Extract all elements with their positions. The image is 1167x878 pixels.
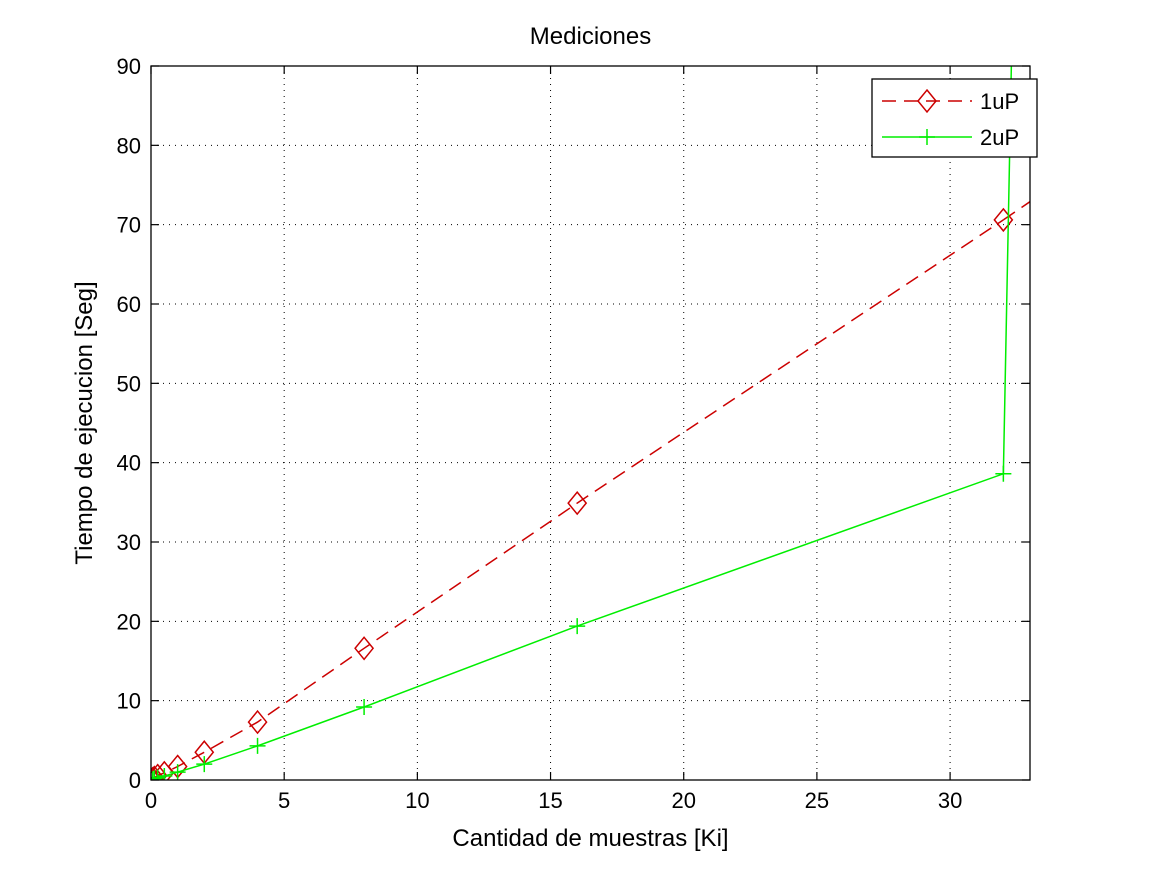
plot-background [151, 66, 1030, 780]
x-tick-label: 20 [671, 788, 695, 813]
y-tick-label: 10 [117, 689, 141, 714]
legend-label-1uP: 1uP [980, 89, 1019, 114]
x-tick-label: 30 [938, 788, 962, 813]
grid [151, 66, 1030, 780]
y-tick-label: 70 [117, 213, 141, 238]
legend-marker-2uP [919, 129, 935, 145]
data-point-2uP [569, 618, 586, 635]
data-point-2uP [151, 769, 166, 780]
x-axis-label: Cantidad de muestras [Ki] [452, 825, 728, 852]
x-tick-label: 0 [145, 788, 157, 813]
data-point-1uP [993, 207, 1014, 233]
x-tick-label: 10 [405, 788, 429, 813]
data-point-2uP [995, 465, 1012, 482]
y-tick-label: 30 [117, 530, 141, 555]
plot-frame [150, 65, 1031, 781]
data-point-2uP [156, 768, 173, 780]
data-point-1uP [247, 709, 268, 735]
legend-marker-1uP [917, 88, 937, 114]
data-point-1uP [151, 765, 165, 780]
data-point-2uP [151, 770, 163, 780]
data-point-1uP [567, 490, 588, 516]
y-tick-label: 90 [117, 54, 141, 79]
legend-box [871, 78, 1038, 158]
y-tick-label: 50 [117, 371, 141, 396]
series-line-1uP [152, 219, 1004, 780]
y-tick-label: 20 [117, 609, 141, 634]
legend-label-2uP: 2uP [980, 125, 1019, 150]
data-point-2uP [169, 764, 186, 780]
x-tick-label: 15 [538, 788, 562, 813]
y-tick-label: 60 [117, 292, 141, 317]
chart-title: Mediciones [530, 23, 651, 50]
y-tick-label: 40 [117, 451, 141, 476]
data-point-1uP [151, 766, 163, 780]
series-2uP [151, 66, 1013, 780]
data-point-2uP [196, 756, 213, 773]
data-point-1uP [354, 636, 375, 661]
y-tick-label: 0 [129, 768, 141, 793]
plot-area: 0 5 10 15 20 25 30 0 10 20 30 40 50 60 70 80 90 [117, 54, 1031, 813]
y-tick-label: 80 [117, 133, 141, 158]
data-point-2uP [249, 737, 266, 754]
y-axis-label: Tiempo de ejecucion [Seg] [71, 281, 98, 564]
series-layer [151, 66, 1030, 780]
x-tick-label: 25 [805, 788, 829, 813]
data-point-2uP [356, 699, 373, 716]
ticks: 0 5 10 15 20 25 30 0 10 20 30 40 50 60 70 80 90 [117, 54, 1030, 813]
x-tick-label: 5 [278, 788, 290, 813]
